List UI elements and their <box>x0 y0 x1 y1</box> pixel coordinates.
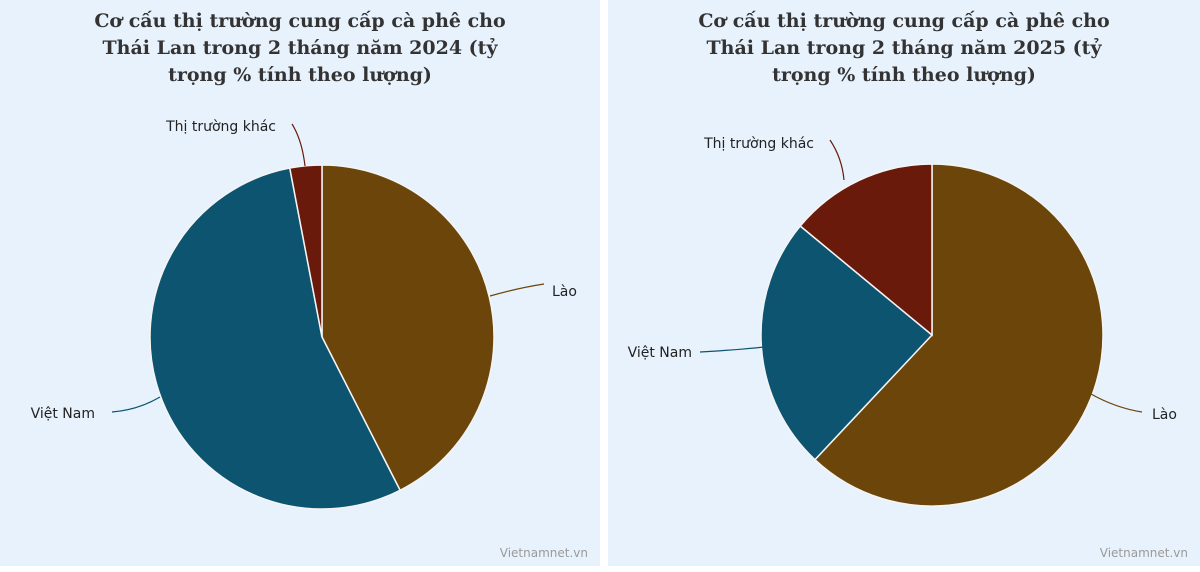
label-connector <box>489 283 545 297</box>
slice-label: Việt Nam <box>628 345 692 361</box>
slice-label: Thị trường khác <box>703 136 814 152</box>
source-credit: Vietnamnet.vn <box>499 546 588 560</box>
label-connector <box>291 123 306 167</box>
label-connector <box>699 346 765 353</box>
chart-title: Cơ cấu thị trường cung cấp cà phê cho Th… <box>698 10 1110 86</box>
slice-label: Việt Nam <box>31 406 95 422</box>
pie-slice-thị-trường-khác <box>288 164 323 338</box>
chart-panel-2025: Cơ cấu thị trường cung cấp cà phê cho Th… <box>608 0 1200 566</box>
slice-label: Lào <box>1152 407 1177 423</box>
slice-label: Thị trường khác <box>165 119 276 135</box>
pie-chart-2025: Lào Việt Nam Thị trường khác <box>628 136 1177 507</box>
pie-slice-việt-nam <box>760 224 934 461</box>
label-connector <box>829 139 845 181</box>
chart-panel-2024: Cơ cấu thị trường cung cấp cà phê cho Th… <box>0 0 600 566</box>
label-connector <box>1090 393 1143 413</box>
pie-slice-lào <box>813 163 1104 507</box>
source-credit: Vietnamnet.vn <box>1099 546 1188 560</box>
label-connector <box>111 396 161 413</box>
pie-chart-2024: Lào Việt Nam Thị trường khác <box>31 119 577 510</box>
pie-slice-lào <box>321 164 495 492</box>
pie-slice-việt-nam <box>149 167 402 510</box>
pie-slice-thị-trường-khác <box>799 163 933 337</box>
chart-title: Cơ cấu thị trường cung cấp cà phê cho Th… <box>94 10 506 86</box>
slice-label: Lào <box>552 284 577 300</box>
